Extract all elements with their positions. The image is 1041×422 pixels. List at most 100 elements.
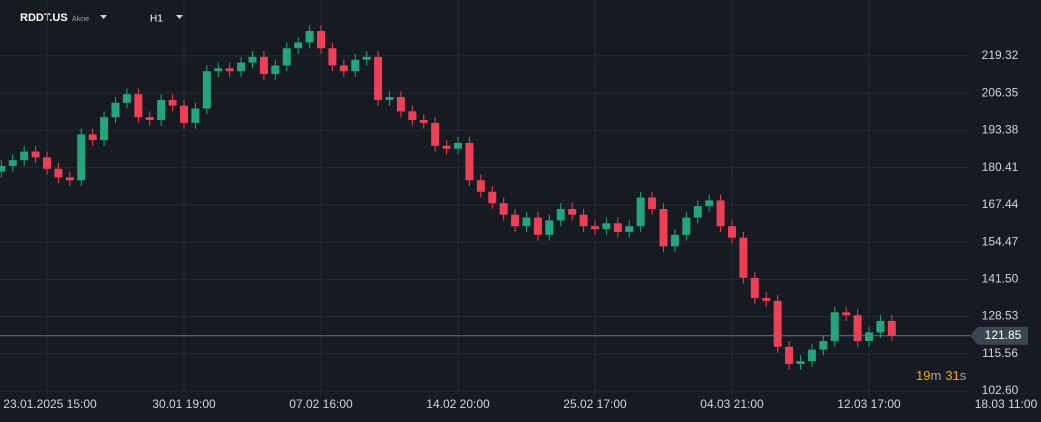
candle-body [8,160,17,166]
candle-body [807,349,816,362]
candle-body [305,31,314,43]
symbol-dropdown[interactable] [100,15,107,19]
candle-body [830,312,839,342]
candle-body [705,200,714,207]
x-tick-label: 12.03 17:00 [837,397,901,411]
asset-type: Akcie [72,16,89,23]
candle-body [191,108,200,123]
candle-body [111,102,120,118]
candle-body [579,214,588,227]
candle-body [374,56,383,100]
y-tick-label: 128.53 [982,309,1019,323]
candle-body [65,177,74,181]
candle-body [693,206,702,218]
candle-body [488,191,497,204]
candle-body [259,56,268,75]
candle-body [499,203,508,215]
candle-body [282,48,291,66]
candle-body [317,31,325,49]
y-tick-label: 115.56 [982,346,1018,360]
candle-body [20,151,29,161]
candle-body [613,223,622,232]
timeframe[interactable]: H1 [150,14,163,25]
candle-body [294,42,303,49]
x-tick-label: 23.01.2025 15:00 [3,397,97,411]
candle-body [31,151,40,158]
symbol[interactable]: RDDT.US [20,12,68,24]
candle-body [271,65,280,75]
candle-body [682,217,691,235]
candle-body [396,97,405,112]
countdown-seconds-unit: s [960,368,967,383]
candle-body [168,99,177,106]
candle-body [625,226,634,232]
x-tick-label: 14.02 20:00 [426,397,490,411]
candle-body [351,59,360,72]
candle-body [522,217,531,227]
candle-body [134,94,143,118]
countdown: 19m 31s [916,368,967,383]
candle-body [716,200,725,227]
x-tick-label: 25.02 17:00 [563,397,627,411]
candle-body [157,99,166,120]
y-tick-label: 154.47 [982,234,1019,248]
candle-body [237,62,246,72]
candle-body [0,165,6,172]
plot: 102.60 115.56 128.53 141.50 154.47 167.44 180.… [0,0,1038,411]
candle-body [670,234,679,247]
candle-body [408,111,417,120]
candle-body [887,320,896,336]
candle-body [202,71,211,109]
candle-body [876,320,885,333]
candle-body [442,145,451,149]
x-tick-label: 30.01 19:00 [152,397,216,411]
candle-body [476,180,485,192]
x-tick-label: 04.03 21:00 [700,397,764,411]
countdown-minutes: 19 [916,368,930,383]
candle-body [419,119,428,123]
candle-body [648,197,657,209]
countdown-seconds: 31 [945,368,959,383]
last-price-box [970,326,1028,345]
candle-body [77,134,86,181]
candle-body [853,315,862,342]
candle-body [796,361,805,364]
candle-body [773,300,782,347]
candle-body [339,65,348,72]
candle-body [785,346,794,364]
candle-body [225,68,234,72]
candle-body [865,332,873,342]
countdown-minutes-unit: m [930,368,941,383]
x-tick-label: 07.02 16:00 [289,397,353,411]
candle-body [659,208,668,247]
y-tick-label: 206.35 [982,85,1019,99]
y-tick-label: 141.50 [982,271,1019,285]
candle-body [362,56,371,60]
candle-body [328,48,337,66]
candle-body [750,277,759,298]
candle-body [145,117,154,120]
candle-body [591,226,599,230]
candle-body [43,157,51,169]
timeframe-dropdown[interactable] [176,15,183,19]
candle-body [180,105,188,123]
candle-body [762,297,771,301]
candle-body [819,341,828,350]
candle-body [465,142,474,181]
x-tick-label: 18.03 11:00 [975,397,1038,411]
candle-body [385,97,394,100]
y-tick-label: 219.32 [982,48,1019,62]
y-tick-label: 102.60 [982,383,1019,397]
candle-body [214,68,223,72]
last-price-label: 121.85 [985,328,1022,342]
candle-body [545,220,554,235]
candle-body [556,208,565,221]
candle-body [100,117,109,141]
candle-body [533,217,542,235]
y-tick-label: 167.44 [982,197,1019,211]
candle-body [122,94,131,103]
y-tick-label: 193.38 [982,123,1019,137]
candle-body [88,134,97,141]
